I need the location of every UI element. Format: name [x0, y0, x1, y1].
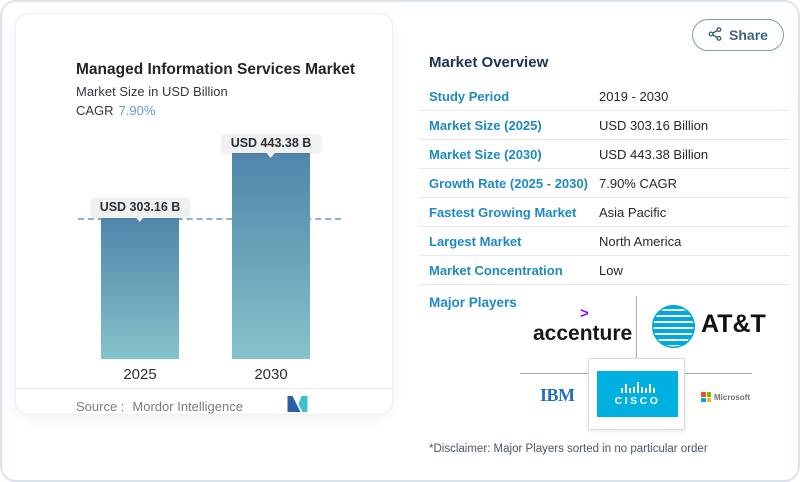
table-row: Growth Rate (2025 - 2030) 7.90% CAGR [419, 169, 790, 198]
row-label: Study Period [429, 88, 510, 104]
cagr-value: 7.90% [118, 103, 156, 118]
row-value: North America [599, 233, 682, 249]
cisco-wordmark: CISCO [614, 395, 661, 407]
cisco-bridge-icon [620, 381, 655, 393]
share-icon [708, 26, 722, 44]
source-label: Source : [76, 399, 125, 414]
cisco-logo: CISCO [597, 371, 678, 417]
row-label: Growth Rate (2025 - 2030) [429, 175, 588, 191]
cagr-label: CAGR [76, 103, 114, 118]
table-row: Fastest Growing Market Asia Pacific [419, 198, 790, 227]
accenture-chevron-icon: > [580, 305, 589, 322]
att-globe-icon [652, 305, 695, 348]
row-label: Market Concentration [429, 262, 563, 278]
microsoft-squares-icon [701, 392, 711, 402]
share-label: Share [729, 27, 768, 43]
cisco-logo-card: CISCO [588, 358, 685, 430]
disclaimer-text: *Disclaimer: Major Players sorted in no … [429, 443, 708, 455]
ibm-logo: IBM [540, 385, 575, 405]
table-row: Market Concentration Low [419, 256, 790, 285]
row-label: Fastest Growing Market [429, 204, 577, 220]
overview-table: Study Period 2019 - 2030 Market Size (20… [419, 82, 790, 285]
microsoft-logo: Microsoft [701, 392, 750, 402]
chart-panel: Managed Information Services Market Mark… [15, 13, 393, 415]
row-label: Market Size (2030) [429, 146, 542, 162]
table-row: Largest Market North America [419, 227, 790, 256]
source-value: Mordor Intelligence [132, 399, 243, 414]
major-players-label: Major Players [429, 295, 517, 310]
bar-value-label-2030: USD 443.38 B [221, 134, 321, 158]
source-line: Source : Mordor Intelligence [76, 399, 243, 414]
row-value: USD 443.38 Billion [599, 146, 709, 162]
chart-title: Managed Information Services Market [76, 61, 356, 78]
att-logo: AT&T [701, 310, 766, 338]
cagr-line: CAGR 7.90% [76, 103, 155, 118]
x-axis-label-2025: 2025 [123, 366, 157, 383]
chart-footer: Source : Mordor Intelligence [16, 388, 392, 416]
bar-2025 [101, 218, 179, 359]
share-button[interactable]: Share [692, 19, 784, 51]
row-value: 2019 - 2030 [599, 88, 669, 104]
table-row: Market Size (2030) USD 443.38 Billion [419, 140, 790, 169]
chart-subtitle: Market Size in USD Billion [76, 84, 228, 99]
microsoft-wordmark: Microsoft [714, 392, 750, 402]
row-label: Market Size (2025) [429, 117, 542, 133]
mordor-intelligence-logo-icon [286, 396, 309, 417]
row-value: Low [599, 262, 623, 278]
reference-dashed-line [78, 218, 341, 220]
row-value: 7.90% CAGR [599, 175, 678, 191]
row-label: Largest Market [429, 233, 522, 249]
bar-2030 [232, 153, 310, 359]
overview-title: Market Overview [429, 54, 549, 71]
table-row: Market Size (2025) USD 303.16 Billion [419, 111, 790, 140]
x-axis-label-2030: 2030 [254, 366, 288, 383]
table-row: Study Period 2019 - 2030 [419, 82, 790, 111]
row-value: Asia Pacific [599, 204, 667, 220]
accenture-logo: accenture [533, 322, 633, 345]
players-vertical-divider [636, 296, 637, 359]
row-value: USD 303.16 Billion [599, 117, 709, 133]
bar-value-label-2025: USD 303.16 B [90, 198, 190, 222]
